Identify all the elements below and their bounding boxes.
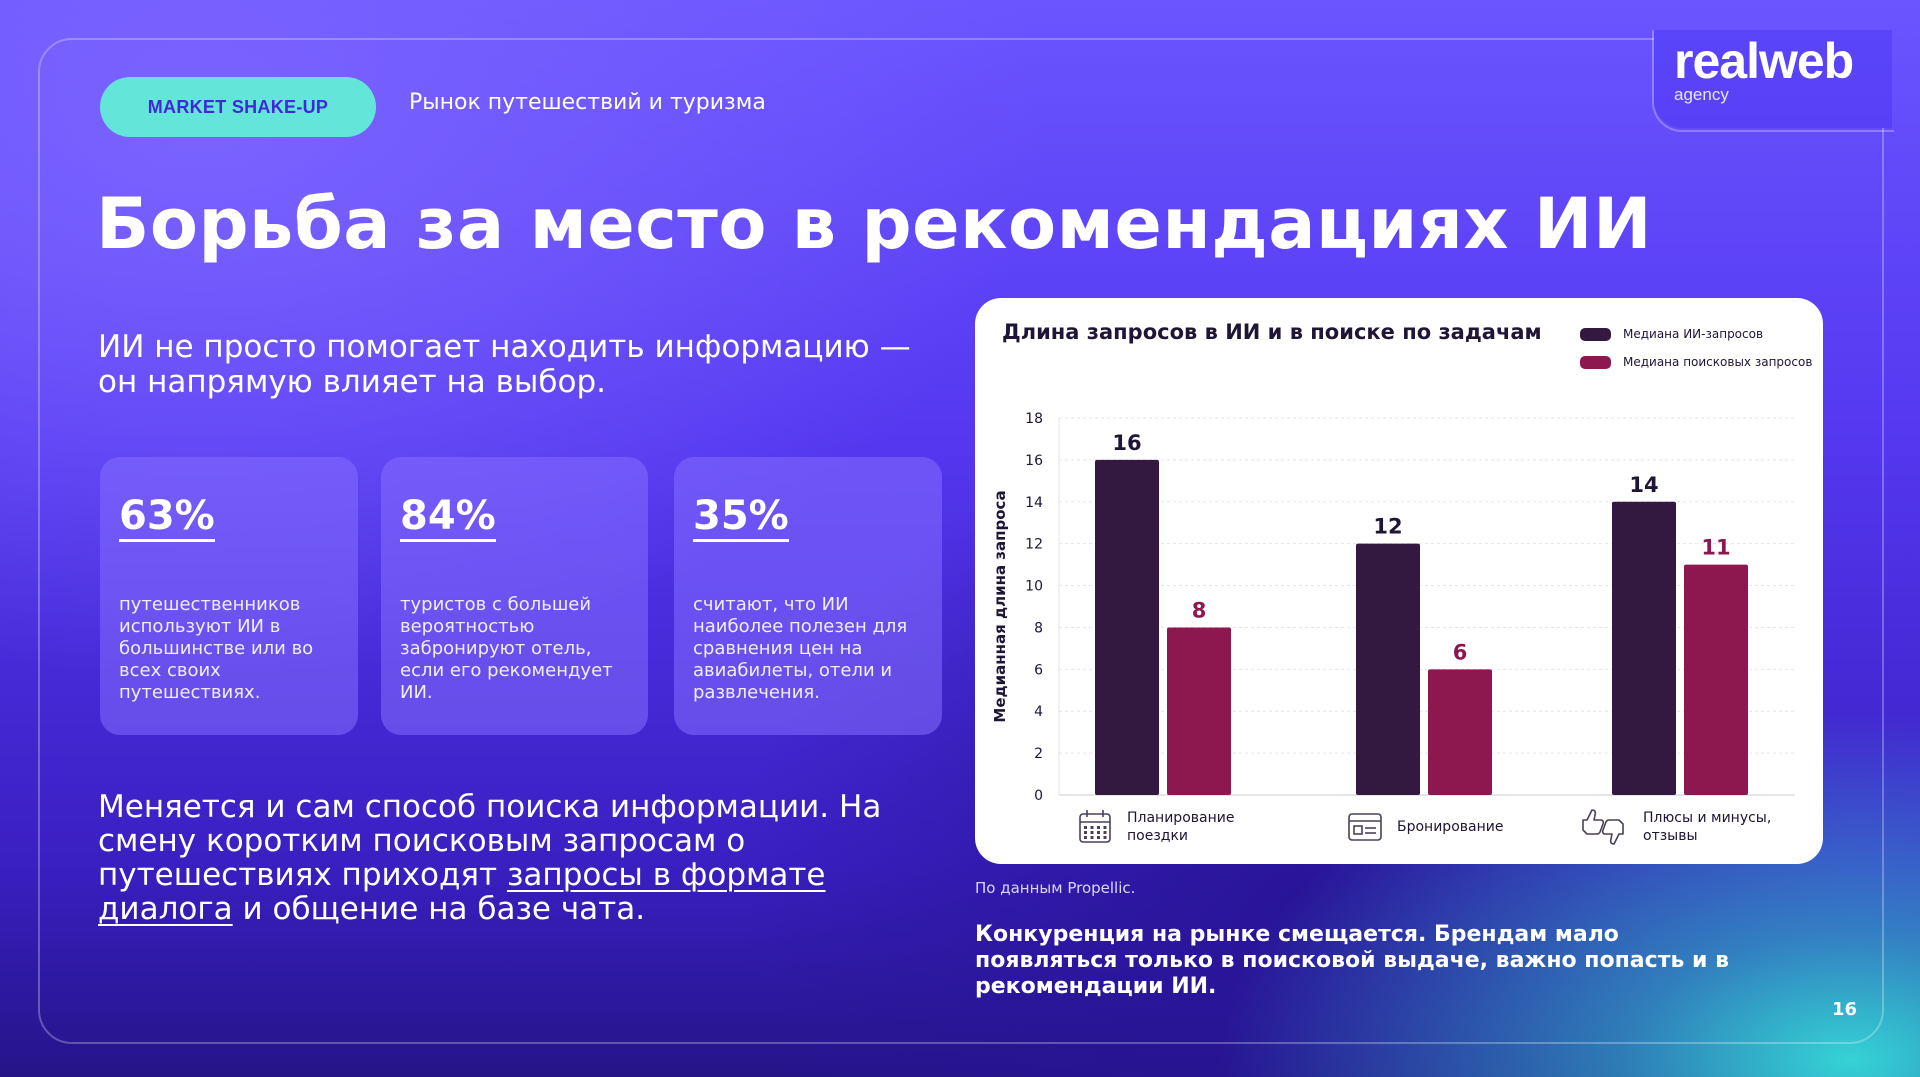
legend-label: Медиана ИИ-запросов	[1623, 327, 1764, 341]
source-note: По данным Propellic.	[975, 879, 1136, 897]
legend-item: Медиана ИИ-запросов	[1580, 320, 1812, 348]
bottom-text-start: Меняется и сам способ поиска информации.…	[98, 789, 882, 893]
y-tick-label: 18	[1025, 411, 1043, 427]
y-tick-label: 6	[1034, 662, 1043, 678]
bar	[1612, 501, 1676, 795]
data-label: 16	[1112, 431, 1141, 455]
bar	[1356, 543, 1420, 795]
market-tag: MARKET SHAKE-UP	[100, 77, 376, 137]
logo-background	[1654, 30, 1892, 128]
y-tick-label: 4	[1034, 704, 1043, 720]
y-tick-label: 0	[1034, 788, 1043, 804]
market-tag-description: Рынок путешествий и туризма	[409, 90, 766, 115]
stat-description: считают, что ИИ наиболее полезен для сра…	[693, 594, 908, 703]
data-label: 8	[1192, 598, 1207, 622]
logo-subtitle: agency	[1674, 85, 1729, 104]
dialog-queries-link[interactable]: запросы в формате диалога	[98, 857, 826, 927]
logo-wordmark: realweb	[1674, 33, 1854, 89]
y-tick-label: 8	[1034, 620, 1043, 636]
booking-form-icon	[1348, 813, 1382, 841]
conclusion-text: Конкуренция на рынке смещается. Брендам …	[975, 922, 1730, 999]
data-label: 11	[1701, 536, 1730, 560]
thumbs-up-down-icon	[1582, 809, 1624, 845]
bar	[1095, 459, 1159, 795]
bar	[1428, 669, 1492, 795]
x-category-label: Бронирование	[1397, 819, 1503, 835]
data-label: 6	[1453, 640, 1468, 664]
y-tick-label: 10	[1025, 579, 1043, 595]
bottom-paragraph: Меняется и сам способ поиска информации.…	[98, 790, 918, 926]
brand-logo: realweb agency	[1674, 33, 1854, 104]
stat-value: 35%	[693, 493, 789, 542]
bar	[1684, 564, 1748, 795]
chart-title: Длина запросов в ИИ и в поиске по задача…	[1002, 320, 1542, 344]
y-tick-label: 16	[1025, 453, 1043, 469]
stat-description: путешественников используют ИИ в большин…	[119, 594, 314, 703]
chart-legend: Медиана ИИ-запросов Медиана поисковых за…	[1580, 320, 1812, 376]
bar-chart: 0 2 4 6 8 10 12 14 16 18 Медианная длина запроса 16…	[991, 411, 1795, 845]
bottom-text-end: и общение на базе чата.	[232, 891, 646, 927]
data-label: 14	[1629, 473, 1658, 497]
stat-card: 35% считают, что ИИ наиболее полезен для…	[674, 457, 942, 735]
stat-card: 84% туристов с большей вероятностью забр…	[381, 457, 648, 735]
stat-value: 84%	[400, 493, 496, 542]
legend-item: Медиана поисковых запросов	[1580, 348, 1812, 376]
y-tick-label: 14	[1025, 495, 1043, 511]
stat-value: 63%	[119, 493, 215, 542]
stat-card: 63% путешественников используют ИИ в бол…	[100, 457, 358, 735]
lead-text: ИИ не просто помогает находить информаци…	[98, 329, 911, 400]
data-label: 12	[1373, 515, 1402, 539]
chart-card: 0 2 4 6 8 10 12 14 16 18 Медианная длина запроса 16…	[975, 298, 1823, 864]
y-tick-label: 2	[1034, 746, 1043, 762]
page-number: 16	[1832, 999, 1858, 1020]
calendar-icon	[1079, 810, 1111, 843]
legend-swatch-ai	[1580, 327, 1611, 341]
y-axis-label: Медианная длина запроса	[991, 490, 1009, 722]
y-tick-label: 12	[1025, 537, 1043, 553]
frame-notch	[1652, 30, 1894, 132]
x-category-label: Планирование поездки	[1127, 810, 1234, 844]
legend-swatch-search	[1580, 355, 1611, 369]
slide-title: Борьба за место в рекомендациях ИИ	[96, 183, 1653, 265]
legend-label: Медиана поисковых запросов	[1623, 355, 1813, 369]
slide-frame	[38, 38, 1884, 1044]
bar	[1167, 627, 1231, 795]
stat-description: туристов с большей вероятностью забронир…	[400, 594, 613, 703]
x-category-label: Плюсы и минусы, отзывы	[1643, 810, 1771, 844]
